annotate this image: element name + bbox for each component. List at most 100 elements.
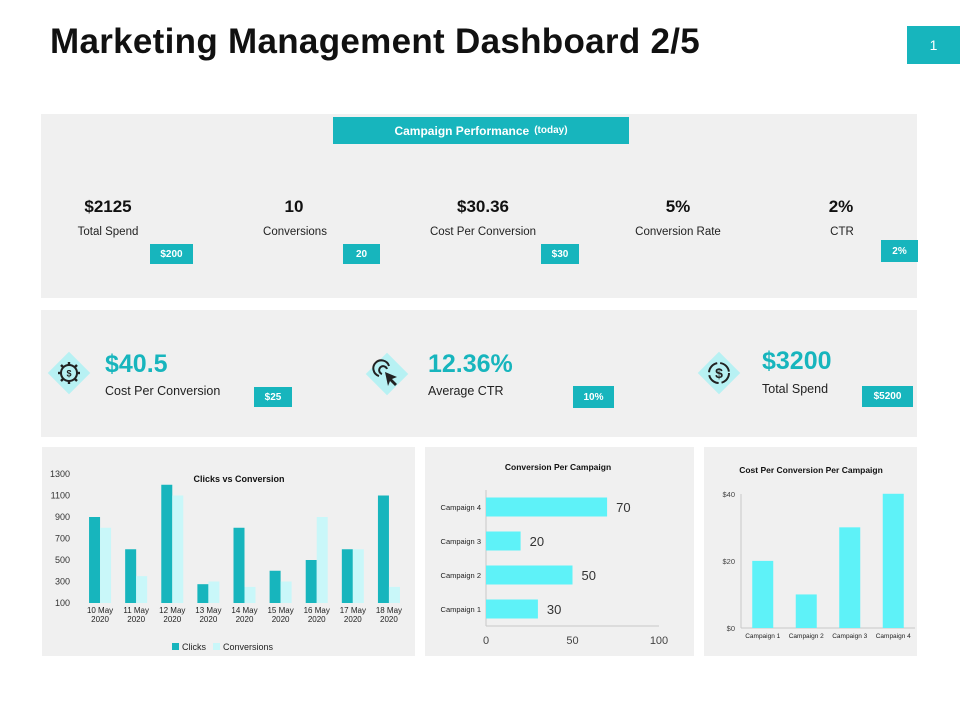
kpi-total-spend-label: Total Spend	[77, 226, 139, 238]
kpi-conversion-rate-label: Conversion Rate	[635, 226, 721, 238]
clicks-bar	[161, 484, 173, 603]
kpi-conversion-rate-value: 5%	[665, 197, 691, 216]
y-tick-label: Campaign 3	[441, 537, 481, 546]
x-tick-label: 0	[483, 635, 489, 647]
conversions-bar	[208, 581, 220, 603]
kpi-total-spend-value: $2125	[84, 197, 132, 216]
data-label: 70	[616, 500, 630, 515]
campaign-performance-header: Campaign Performance (today)	[333, 117, 629, 144]
legend-conversions-label: Conversions	[223, 642, 274, 652]
metric-average-ctr-tag: 10%	[573, 386, 614, 408]
x-tick-label: 10 May	[87, 606, 113, 615]
y-tick-label: 700	[55, 534, 70, 544]
x-tick-label: 18 May	[376, 606, 402, 615]
conversion-per-campaign-chart: Conversion Per Campaign Campaign 1 30 Campa…	[441, 462, 669, 647]
conversions-bar	[388, 586, 400, 603]
x-tick-label: Campaign 3	[832, 633, 867, 640]
y-tick-label: 300	[55, 577, 70, 587]
x-tick-label: Campaign 2	[789, 633, 824, 640]
gear-dollar-icon: $	[47, 351, 91, 395]
legend-conversions-swatch	[213, 643, 220, 650]
cost-per-conversion-campaign-panel: Cost Per Conversion Per Campaign $0 $20 $40…	[704, 447, 917, 656]
page-number-badge: 1	[907, 26, 960, 64]
clicks-bar	[125, 549, 137, 603]
conversions-bar	[136, 576, 148, 603]
y-tick-label: $0	[727, 624, 735, 633]
campaign-bar	[752, 560, 774, 628]
page-title: Marketing Management Dashboard 2/5	[50, 22, 701, 61]
campaign-bar	[882, 493, 904, 628]
x-tick-label: 12 May	[159, 606, 185, 615]
clicks-bar	[341, 549, 353, 603]
clicks-bar	[377, 495, 389, 603]
metric-total-spend-tag: $5200	[862, 386, 913, 407]
metric-cost-per-conversion-tag: $25	[254, 387, 292, 407]
x-tick-label: 2020	[308, 615, 326, 624]
x-tick-label: 16 May	[304, 606, 330, 615]
y-tick-label: $20	[722, 557, 735, 566]
campaign-bar	[486, 531, 521, 551]
conversions-bar	[100, 527, 112, 603]
conversions-bar	[244, 586, 256, 603]
kpi-conversions-value: 10	[284, 197, 304, 216]
y-tick-label: Campaign 4	[441, 503, 481, 512]
y-tick-label: 1100	[51, 491, 70, 501]
y-tick-label: Campaign 1	[441, 605, 481, 614]
metric-average-ctr-label: Average CTR	[428, 384, 504, 398]
clicks-bar	[233, 527, 245, 603]
clicks-vs-conversion-panel: Clicks vs Conversion 100 300 500 700 900 1100 1…	[42, 447, 415, 656]
conversion-per-campaign-panel: Conversion Per Campaign Campaign 1 30 Campa…	[425, 447, 694, 656]
svg-text:$: $	[66, 369, 71, 379]
data-label: 30	[547, 602, 561, 617]
campaign-bar	[795, 594, 817, 628]
kpi-ctr-value: 2%	[828, 197, 854, 216]
y-tick-label: 100	[55, 598, 70, 608]
clicks-vs-conversion-chart: Clicks vs Conversion 100 300 500 700 900 1100 1…	[50, 469, 402, 652]
kpi-cost-per-conversion-value: $30.36	[457, 197, 509, 216]
kpi-cost-per-conversion-tag: $30	[541, 244, 579, 264]
legend-clicks-label: Clicks	[182, 642, 206, 652]
conversions-bar	[172, 495, 184, 603]
kpi-cost-per-conversion-label: Cost Per Conversion	[429, 226, 537, 238]
x-tick-label: 15 May	[267, 606, 293, 615]
conversions-bar	[352, 549, 364, 603]
conversions-bar	[316, 517, 328, 603]
x-tick-label: 2020	[91, 615, 109, 624]
x-tick-label: 2020	[272, 615, 290, 624]
metric-cost-per-conversion-label: Cost Per Conversion	[105, 384, 221, 398]
campaign-performance-panel	[41, 114, 917, 298]
x-tick-label: 2020	[236, 615, 254, 624]
x-tick-label: 100	[650, 635, 668, 647]
chart-title: Conversion Per Campaign	[505, 462, 611, 472]
y-tick-label: Campaign 2	[441, 571, 481, 580]
kpi-total-spend-tag: $200	[150, 244, 193, 264]
metric-total-spend-label: Total Spend	[762, 382, 829, 396]
svg-text:$: $	[715, 365, 723, 381]
campaign-bar	[839, 527, 861, 628]
y-tick-label: 500	[55, 555, 70, 565]
clicks-bar	[197, 584, 209, 603]
metric-cost-per-conversion-value: $40.5	[105, 350, 168, 378]
x-tick-label: 2020	[127, 615, 145, 624]
y-tick-label: $40	[722, 490, 735, 499]
x-tick-label: 2020	[344, 615, 362, 624]
kpi-conversions-label: Conversions	[263, 226, 327, 238]
conversions-bar	[280, 581, 292, 603]
x-tick-label: 50	[566, 635, 578, 647]
x-tick-label: 2020	[380, 615, 398, 624]
x-tick-label: Campaign 4	[876, 633, 911, 640]
x-tick-label: Campaign 1	[745, 633, 780, 640]
data-label: 50	[582, 568, 596, 583]
y-tick-label: 1300	[50, 469, 70, 479]
clicks-bar	[269, 570, 281, 603]
x-tick-label: 2020	[163, 615, 181, 624]
legend-clicks-swatch	[172, 643, 179, 650]
metric-total-spend-value: $3200	[762, 347, 832, 375]
chart-title: Clicks vs Conversion	[193, 474, 284, 484]
click-cursor-icon	[365, 352, 409, 396]
x-tick-label: 2020	[199, 615, 217, 624]
metric-average-ctr-value: 12.36%	[428, 350, 513, 378]
campaign-bar	[486, 599, 538, 619]
x-tick-label: 13 May	[195, 606, 221, 615]
x-tick-label: 11 May	[123, 606, 149, 615]
